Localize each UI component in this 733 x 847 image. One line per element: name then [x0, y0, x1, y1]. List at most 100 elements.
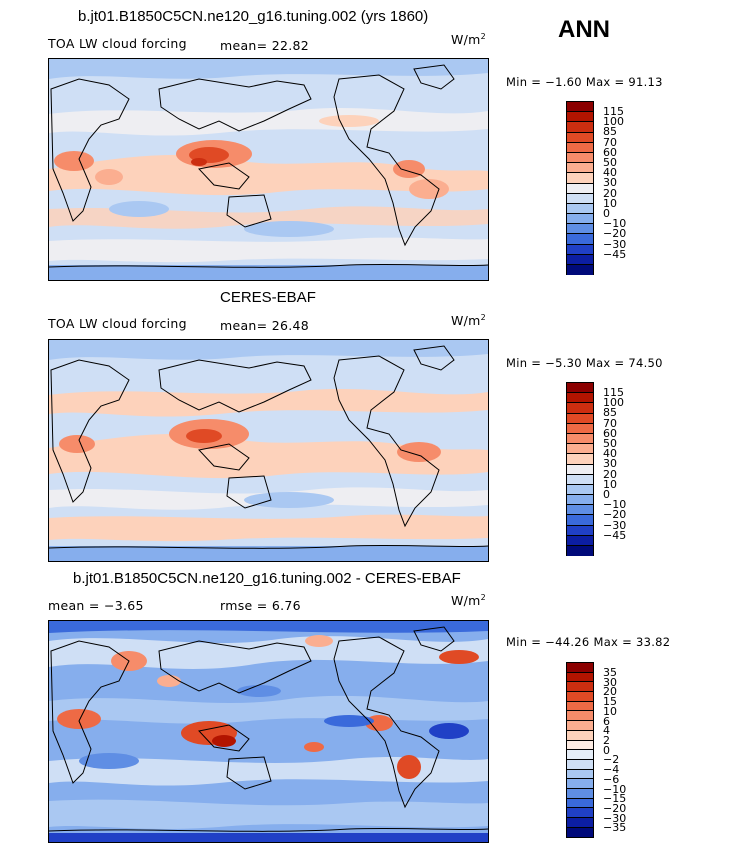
- colorbar-tick: −10: [603, 217, 627, 230]
- colorbar-tick: 60: [603, 427, 617, 440]
- colorbar-tick: 50: [603, 437, 617, 450]
- colorbar-swatch: [567, 711, 593, 722]
- colorbar-swatch: [567, 759, 593, 770]
- colorbar-swatch: [567, 214, 593, 225]
- colorbar-tick: 30: [603, 176, 617, 189]
- colorbar-tick: −30: [603, 238, 627, 251]
- panel1-units: W/m2: [451, 32, 487, 48]
- panel1-map: [48, 58, 489, 281]
- colorbar-swatch: [567, 444, 593, 455]
- colorbar-tick: 70: [603, 136, 617, 149]
- colorbar-tick: 2: [603, 734, 610, 747]
- colorbar-tick: 35: [603, 666, 617, 679]
- colorbar-tick: 20: [603, 468, 617, 481]
- colorbar-swatch: [567, 721, 593, 731]
- colorbar-tick: 40: [603, 447, 617, 460]
- panel2-variable-label: TOA LW cloud forcing: [48, 316, 187, 331]
- colorbar-swatch: [567, 769, 593, 780]
- colorbar-swatch: [567, 203, 593, 215]
- colorbar-swatch: [567, 413, 593, 424]
- colorbar-tick: 85: [603, 406, 617, 419]
- colorbar-swatch: [567, 132, 593, 143]
- colorbar-tick: 70: [603, 417, 617, 430]
- colorbar-tick: 60: [603, 146, 617, 159]
- colorbar-tick: −10: [603, 498, 627, 511]
- panel2-minmax: Min = −5.30 Max = 74.50: [506, 356, 663, 370]
- colorbar-tick: −6: [603, 773, 620, 786]
- panel2-mean-label: mean= 26.48: [220, 318, 309, 333]
- colorbar-tick: −20: [603, 802, 627, 815]
- colorbar-tick: 4: [603, 724, 610, 737]
- colorbar-swatch: [567, 808, 593, 818]
- panel3-colorbar: [566, 662, 594, 838]
- colorbar-tick: 40: [603, 166, 617, 179]
- colorbar-swatch: [567, 383, 593, 394]
- colorbar-swatch: [567, 505, 593, 516]
- colorbar-tick: 20: [603, 187, 617, 200]
- colorbar-tick: 0: [603, 207, 610, 220]
- colorbar-tick: −20: [603, 508, 627, 521]
- colorbar-tick: 115: [603, 386, 624, 399]
- colorbar-tick: −20: [603, 227, 627, 240]
- colorbar-swatch: [567, 183, 593, 194]
- colorbar-tick: 30: [603, 676, 617, 689]
- colorbar-swatch: [567, 682, 593, 693]
- panel3-mean-label: mean = −3.65: [48, 598, 144, 613]
- colorbar-tick: −30: [603, 812, 627, 825]
- colorbar-swatch: [567, 779, 593, 789]
- colorbar-swatch: [567, 403, 593, 414]
- colorbar-tick: 100: [603, 115, 624, 128]
- colorbar-tick: −15: [603, 792, 627, 805]
- colorbar-swatch: [567, 423, 593, 434]
- colorbar-tick: −10: [603, 783, 627, 796]
- colorbar-swatch: [567, 692, 593, 702]
- colorbar-swatch: [567, 750, 593, 760]
- colorbar-tick: 6: [603, 715, 610, 728]
- colorbar-swatch: [567, 173, 593, 184]
- colorbar-swatch: [567, 515, 593, 526]
- panel2-map: [48, 339, 489, 562]
- panel1-colorbar: [566, 101, 594, 276]
- colorbar-swatch: [567, 701, 593, 712]
- colorbar-swatch: [567, 193, 593, 204]
- colorbar-swatch: [567, 393, 593, 404]
- colorbar-swatch: [567, 730, 593, 741]
- colorbar-swatch: [567, 818, 593, 828]
- colorbar-tick: −4: [603, 763, 620, 776]
- colorbar-tick: −35: [603, 821, 627, 834]
- colorbar-swatch: [567, 663, 593, 673]
- colorbar-swatch: [567, 740, 593, 751]
- colorbar-tick: 20: [603, 685, 617, 698]
- panel1-variable-label: TOA LW cloud forcing: [48, 36, 187, 51]
- colorbar-tick: 0: [603, 744, 610, 757]
- colorbar-swatch: [567, 788, 593, 799]
- colorbar-tick: 15: [603, 695, 617, 708]
- colorbar-tick: 100: [603, 396, 624, 409]
- colorbar-swatch: [567, 546, 593, 557]
- colorbar-swatch: [567, 474, 593, 485]
- colorbar-tick: −2: [603, 753, 620, 766]
- colorbar-swatch: [567, 433, 593, 445]
- colorbar-swatch: [567, 525, 593, 536]
- colorbar-swatch: [567, 224, 593, 235]
- panel1-minmax: Min = −1.60 Max = 91.13: [506, 75, 663, 89]
- panel3-map: [48, 620, 489, 843]
- colorbar-swatch: [567, 798, 593, 809]
- colorbar-tick: −45: [603, 529, 627, 542]
- season-label: ANN: [558, 16, 610, 43]
- colorbar-tick: 115: [603, 105, 624, 118]
- colorbar-swatch: [567, 454, 593, 465]
- colorbar-tick: 10: [603, 478, 617, 491]
- colorbar-tick: 85: [603, 125, 617, 138]
- colorbar-tick: −30: [603, 519, 627, 532]
- colorbar-swatch: [567, 672, 593, 683]
- colorbar-swatch: [567, 122, 593, 133]
- colorbar-swatch: [567, 163, 593, 174]
- colorbar-swatch: [567, 535, 593, 546]
- colorbar-swatch: [567, 234, 593, 245]
- panel3-title: b.jt01.B1850C5CN.ne120_g16.tuning.002 - …: [73, 570, 461, 587]
- colorbar-swatch: [567, 464, 593, 475]
- panel3-rmse-label: rmse = 6.76: [220, 598, 301, 613]
- panel3-units: W/m2: [451, 593, 487, 609]
- colorbar-swatch: [567, 244, 593, 255]
